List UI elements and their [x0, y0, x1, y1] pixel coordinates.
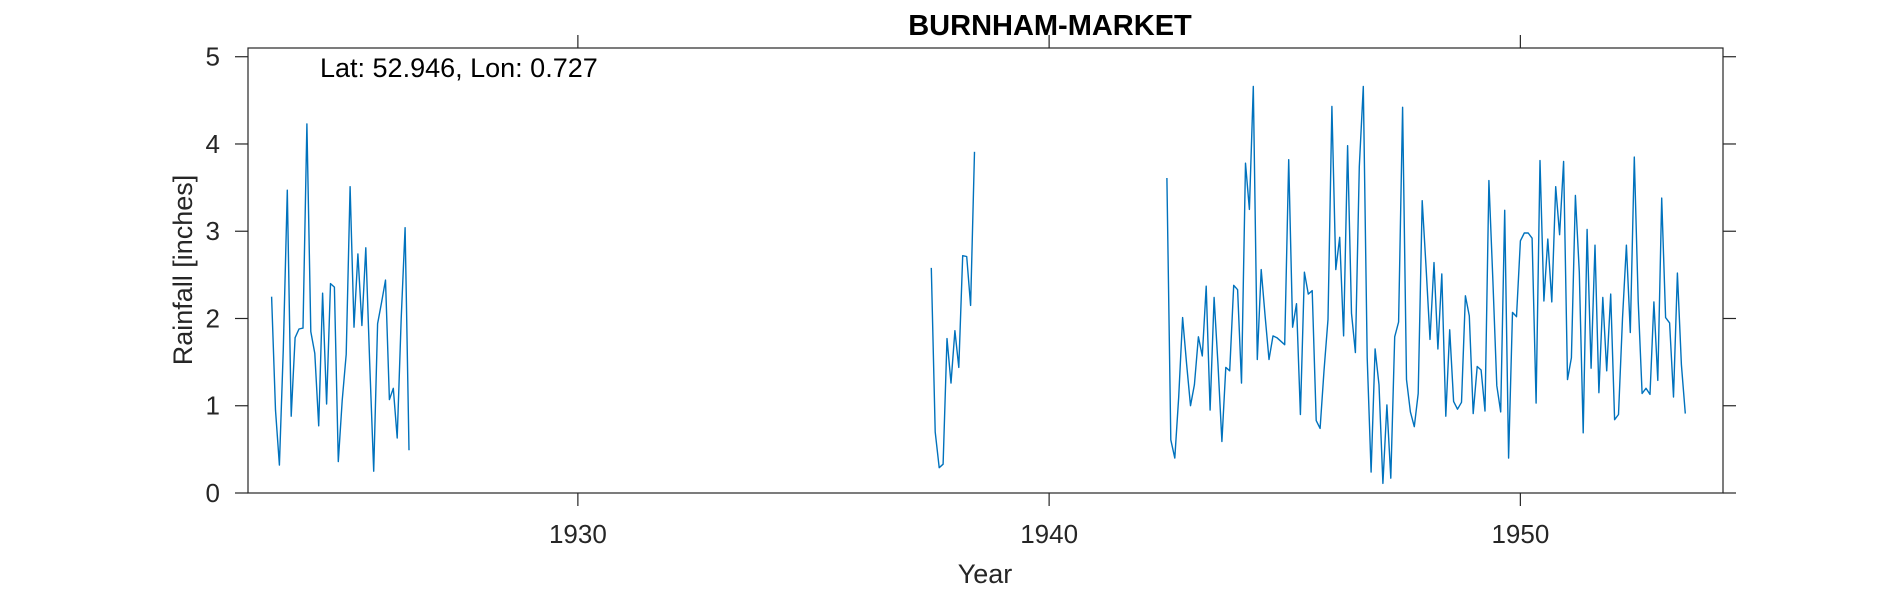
y-tick-label: 5: [206, 42, 220, 72]
y-tick-label: 4: [206, 129, 220, 159]
y-tick-label: 1: [206, 391, 220, 421]
x-tick-labels: 1930 1940 1950: [549, 519, 1549, 549]
rainfall-series-line: [930, 151, 976, 469]
y-tick-label: 3: [206, 216, 220, 246]
axis-ticks: [235, 35, 1736, 506]
y-tick-label: 2: [206, 303, 220, 333]
y-axis-label: Rainfall [inches]: [168, 175, 198, 366]
plot-area-box: [247, 47, 1724, 494]
x-tick-label: 1950: [1491, 519, 1549, 549]
location-annotation: Lat: 52.946, Lon: 0.727: [320, 53, 598, 83]
chart-title: BURNHAM-MARKET: [908, 10, 1192, 42]
series-group: [270, 85, 1686, 485]
x-tick-label: 1930: [549, 519, 607, 549]
x-axis-label: Year: [958, 559, 1013, 589]
rainfall-series-line: [270, 123, 410, 472]
y-tick-labels: 0 1 2 3 4 5: [206, 42, 220, 508]
x-tick-label: 1940: [1020, 519, 1078, 549]
y-tick-label: 0: [206, 478, 220, 508]
rainfall-series-line: [1166, 85, 1686, 485]
